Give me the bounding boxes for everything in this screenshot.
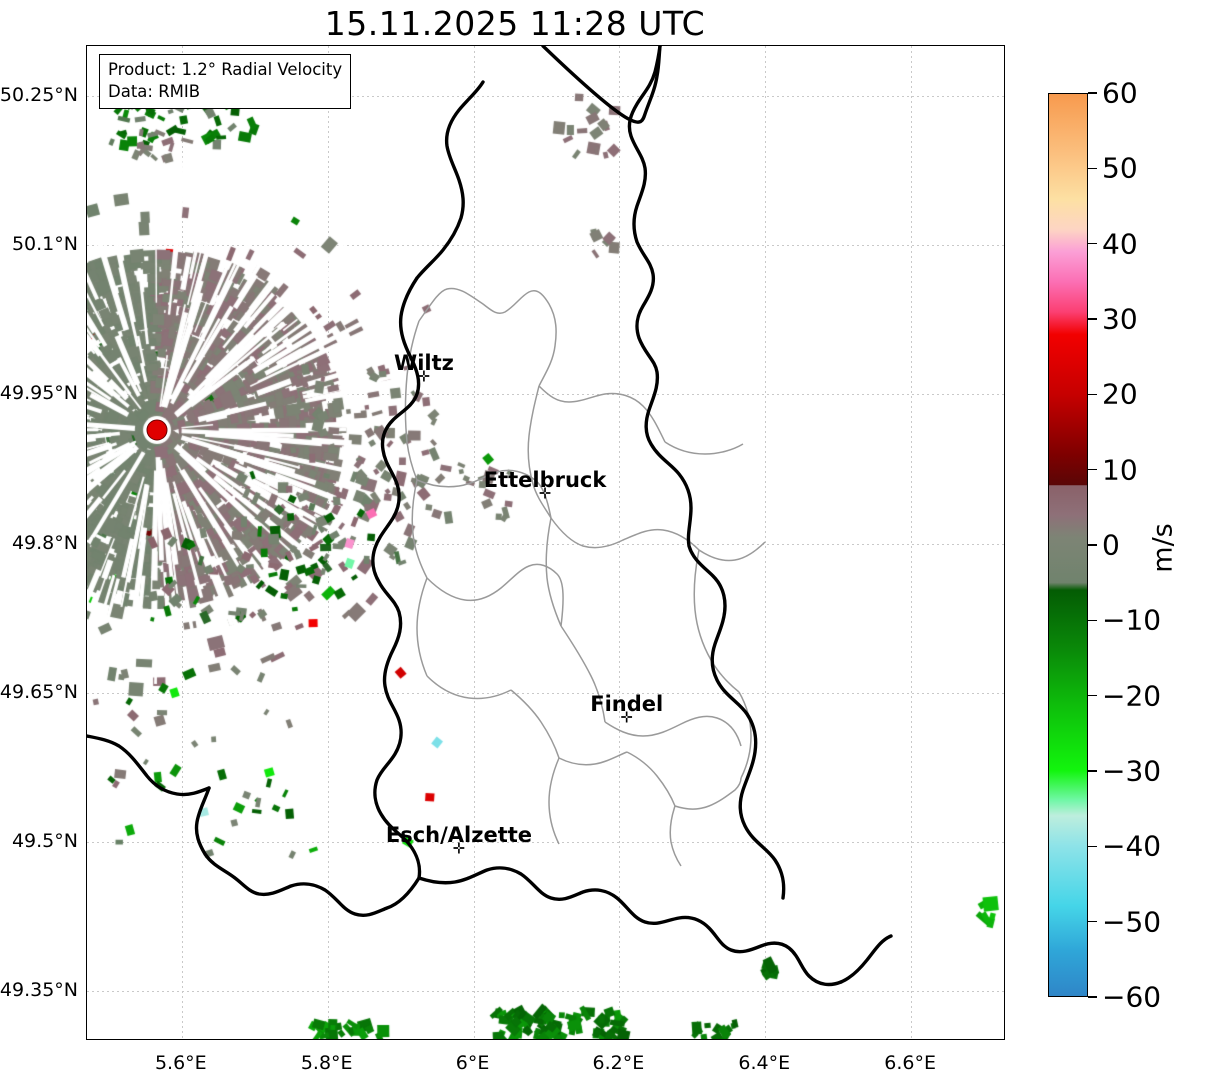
city-marker-esch-alzette: ✛ [452,839,466,858]
city-label-findel: Findel [590,691,664,716]
info-data-line: Data: RMIB [108,81,201,101]
y-tick-label-2: 49.95°N [0,382,78,405]
colorbar-unit-label: m/s [1147,523,1179,573]
radar-echo-layer [87,46,1004,1039]
city-label-wiltz: Wiltz [394,351,454,376]
x-tick-label-4: 6.4°E [738,1052,791,1074]
border-layer [87,46,893,987]
x-tick-label-1: 5.8°E [300,1052,353,1074]
colorbar-tick-12 [1088,996,1097,998]
city-label-esch-alzette: Esch/Alzette [385,822,533,847]
city-marker-wiltz: ✛ [417,367,431,386]
colorbar-tick-0 [1088,92,1097,94]
y-tick-label-1: 50.1°N [11,233,78,255]
city-marker-ettelbruck: ✛ [538,484,552,503]
colorbar-tick-8 [1088,694,1097,697]
x-tick-label-3: 6.2°E [592,1052,645,1074]
city-label-ettelbruck: Ettelbruck [483,467,607,492]
y-tick-label-3: 49.8°N [11,531,78,554]
x-tick-label-5: 6.6°E [884,1052,937,1074]
colorbar-tick-label-10: −40 [1102,829,1162,863]
colorbar-tick-11 [1088,920,1097,923]
x-tick-label-0: 5.6°E [154,1052,207,1074]
colorbar-tick-label-0: 60 [1102,76,1138,110]
colorbar-tick-9 [1088,770,1097,772]
colorbar[interactable] [1048,93,1088,997]
page-title: 15.11.2025 11:28 UTC [324,4,706,43]
city-marker-findel: ✛ [620,708,634,727]
colorbar-tick-label-12: −60 [1102,980,1162,1014]
admin-boundaries [404,287,766,867]
colorbar-tick-4 [1088,393,1097,396]
colorbar-tick-label-3: 30 [1102,302,1138,336]
radar-map-plot[interactable]: Wiltz ✛ Ettelbruck ✛ Findel ✛ Esch/Alzette ✛ Pr… [86,45,1005,1040]
colorbar-tick-label-9: −30 [1102,754,1162,788]
colorbar-tick-label-6: 0 [1102,528,1120,562]
colorbar-tick-2 [1088,242,1097,245]
colorbar-tick-label-5: 10 [1102,453,1138,487]
y-tick-label-5: 49.5°N [11,830,78,852]
colorbar-tick-label-2: 40 [1102,227,1138,261]
colorbar-tick-3 [1088,318,1097,320]
country-borders [87,46,893,987]
colorbar-tick-10 [1088,845,1097,848]
colorbar-tick-label-8: −20 [1102,679,1162,713]
colorbar-tick-6 [1088,544,1097,546]
colorbar-tick-label-4: 20 [1102,377,1138,411]
info-box: Product: 1.2° Radial Velocity Data: RMIB [99,54,352,109]
y-tick-label-0: 50.25°N [0,83,78,106]
colorbar-tick-label-1: 50 [1102,151,1138,185]
x-tick-label-2: 6°E [455,1052,490,1074]
radar-station-marker[interactable] [146,419,168,441]
radar-map-canvas: Wiltz ✛ Ettelbruck ✛ Findel ✛ Esch/Alzette ✛ Pr… [87,46,1004,1039]
y-tick-label-6: 49.35°N [0,979,78,1002]
y-tick-label-4: 49.65°N [0,680,78,703]
colorbar-tick-label-7: −10 [1102,603,1162,637]
colorbar-tick-label-11: −50 [1102,905,1162,939]
colorbar-tick-5 [1088,468,1097,471]
colorbar-tick-1 [1088,167,1097,170]
colorbar-tick-7 [1088,619,1097,622]
info-product-line: Product: 1.2° Radial Velocity [108,60,343,79]
colorbar-gradient [1049,94,1087,996]
